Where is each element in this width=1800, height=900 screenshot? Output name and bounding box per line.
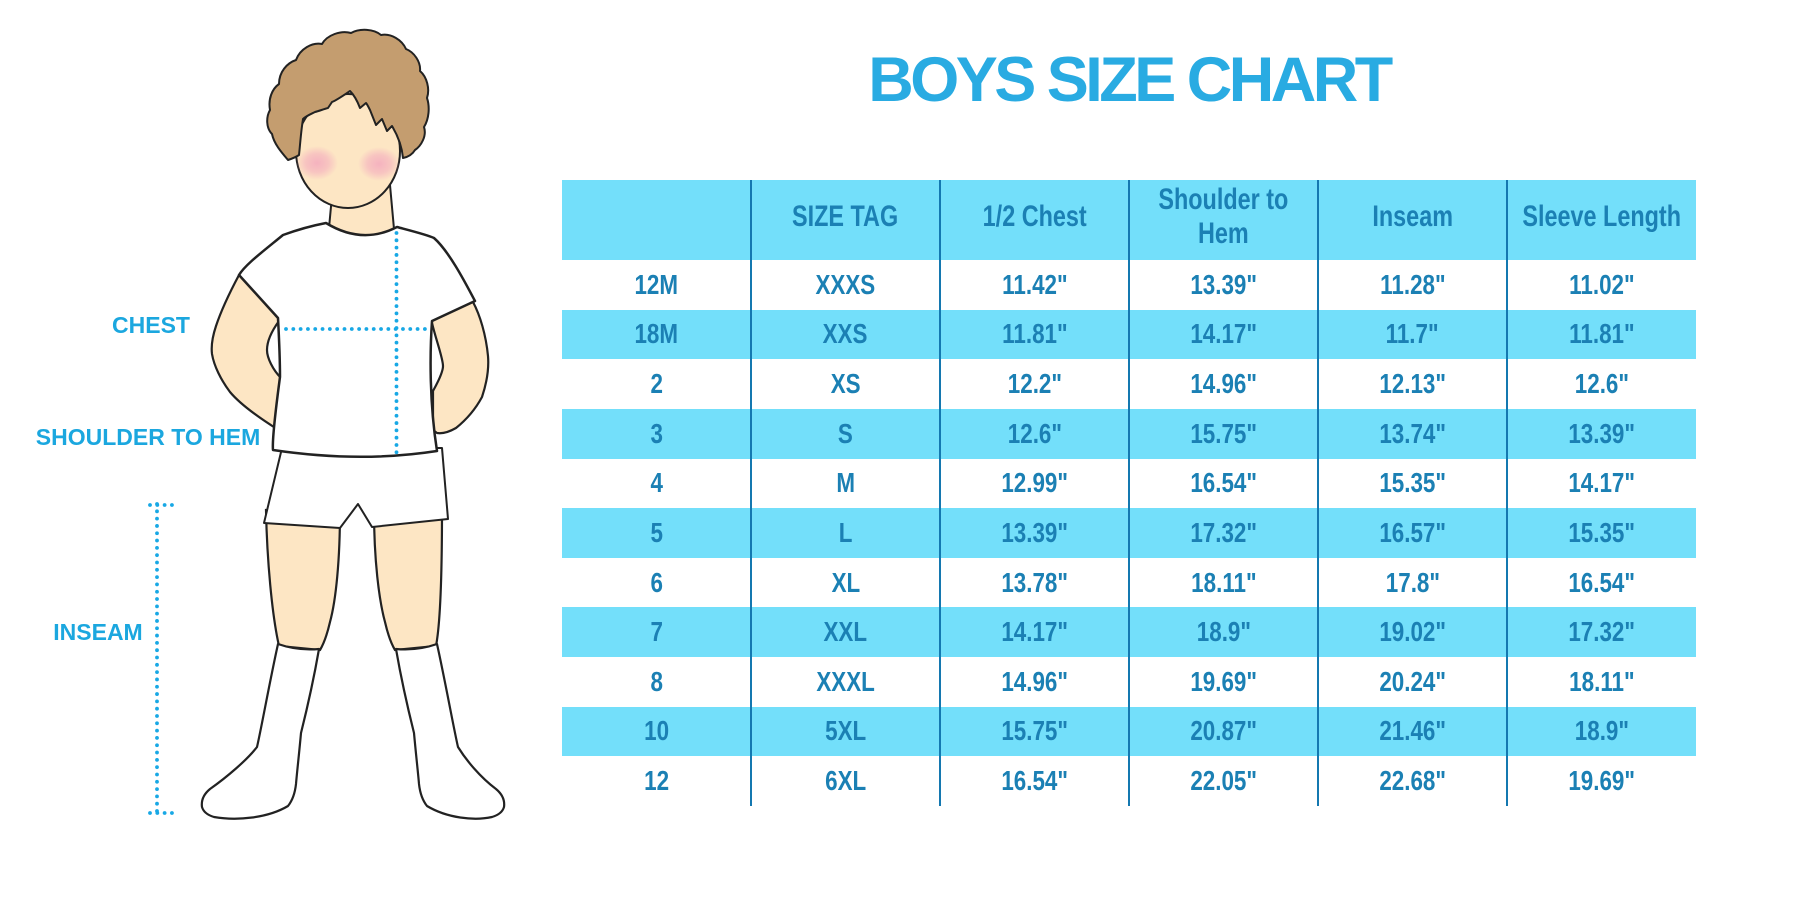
svg-text:CHEST: CHEST bbox=[112, 312, 190, 338]
svg-text:INSEAM: INSEAM bbox=[53, 619, 142, 645]
svg-text:SHOULDER TO HEM: SHOULDER TO HEM bbox=[36, 424, 260, 450]
